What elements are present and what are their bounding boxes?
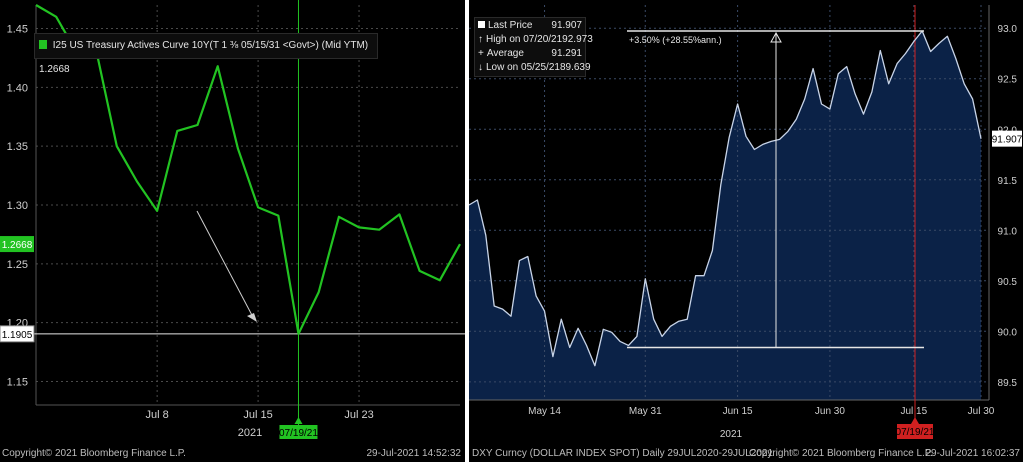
y-tick-label: 91.5 — [998, 176, 1018, 187]
x-tick-label: Jul 8 — [146, 409, 169, 421]
date-marker-box — [897, 424, 933, 439]
y-tick-label: 1.45 — [7, 24, 28, 36]
y-tick-label: 1.15 — [7, 376, 28, 388]
x-tick-label: Jul 23 — [344, 409, 373, 421]
y-tick-label: 93.0 — [998, 24, 1018, 35]
treasury-legend: I25 US Treasury Actives Curve 10Y(T 1 ⅜ … — [34, 33, 378, 75]
right-footer-ticker: DXY Curncy (DOLLAR INDEX SPOT) Daily 29J… — [472, 448, 774, 459]
current-value-label: 91.907 — [992, 135, 1023, 146]
y-tick-label: 1.35 — [7, 141, 28, 153]
y-tick-label: 90.5 — [998, 277, 1018, 288]
stat-average: + Average 91.291 — [478, 48, 582, 59]
legend-text: I25 US Treasury Actives Curve 10Y(T 1 ⅜ … — [39, 40, 369, 75]
average-label: Average — [486, 48, 524, 59]
left-footer-copyright: Copyright© 2021 Bloomberg Finance L.P. — [2, 448, 186, 459]
y-tick-label: 89.5 — [998, 378, 1018, 389]
stat-last-price: Last Price 91.907 — [478, 19, 582, 33]
y-tick-label: 91.0 — [998, 226, 1018, 237]
x-year-label: 2021 — [720, 429, 743, 440]
date-marker-label: 07/19/21 — [896, 427, 935, 438]
stat-high: ↑ High on 07/20/21 92.973 — [478, 34, 593, 45]
low-label: Low on 05/25/21 — [486, 62, 560, 73]
high-value: 92.973 — [562, 34, 593, 45]
dxy-stats-box: Last Price 91.907 ↑ High on 07/20/21 92.9… — [474, 17, 593, 77]
legend-swatch — [39, 40, 47, 49]
y-tick-label: 92.5 — [998, 75, 1018, 86]
annotation-arrow-shaft — [196, 210, 255, 320]
dxy-area-fill — [469, 31, 981, 400]
low-value: 89.639 — [559, 62, 591, 73]
low-value-label: 1.1905 — [2, 330, 33, 341]
high-label: High on 07/20/21 — [486, 34, 563, 45]
annotation-arrowhead — [247, 313, 257, 322]
y-tick-label: 90.0 — [998, 327, 1018, 338]
treasury-chart-panel: 1.15 1.20 1.25 1.30 1.35 1.40 1.45 Jul 8 Jul 15 J… — [0, 0, 465, 462]
average-value: 91.291 — [551, 48, 582, 59]
current-value-label: 1.2668 — [2, 240, 33, 251]
low-value-box — [0, 325, 35, 343]
x-year-label: 2021 — [238, 427, 262, 439]
y-tick-label: 1.40 — [7, 82, 28, 94]
right-footer-copyright: Copyright© 2021 Bloomberg Finance L.P. — [749, 448, 933, 459]
last-price-label: Last Price — [488, 20, 533, 31]
y-tick-label: 1.25 — [7, 259, 28, 271]
right-footer-timestamp: 29-Jul-2021 16:02:37 — [925, 448, 1020, 459]
yield-line — [35, 4, 461, 335]
x-tick-label: May 14 — [528, 406, 561, 417]
date-marker-box — [279, 425, 318, 439]
panel-divider — [465, 0, 469, 462]
x-tick-label: Jun 15 — [723, 406, 753, 417]
date-marker-triangle — [911, 417, 919, 424]
change-annotation: +3.50% (+28.55%ann.) — [629, 35, 722, 45]
date-marker-label: 07/19/21 — [279, 428, 318, 439]
x-tick-label: Jul 15 — [243, 409, 272, 421]
current-value-box — [0, 236, 34, 253]
last-price-value: 91.907 — [551, 20, 582, 31]
y-tick-label: 1.30 — [7, 200, 28, 212]
stat-low: ↓ Low on 05/25/21 89.639 — [478, 62, 591, 73]
date-marker-triangle — [294, 417, 303, 424]
x-tick-label: May 31 — [629, 406, 662, 417]
x-tick-label: Jun 30 — [815, 406, 845, 417]
x-tick-label: Jul 15 — [901, 406, 928, 417]
current-value-box — [992, 130, 1022, 147]
measure-arrowhead — [770, 31, 782, 43]
x-tick-label: Jul 30 — [968, 406, 995, 417]
left-footer-timestamp: 29-Jul-2021 14:52:32 — [366, 448, 461, 459]
dxy-line — [469, 30, 982, 367]
